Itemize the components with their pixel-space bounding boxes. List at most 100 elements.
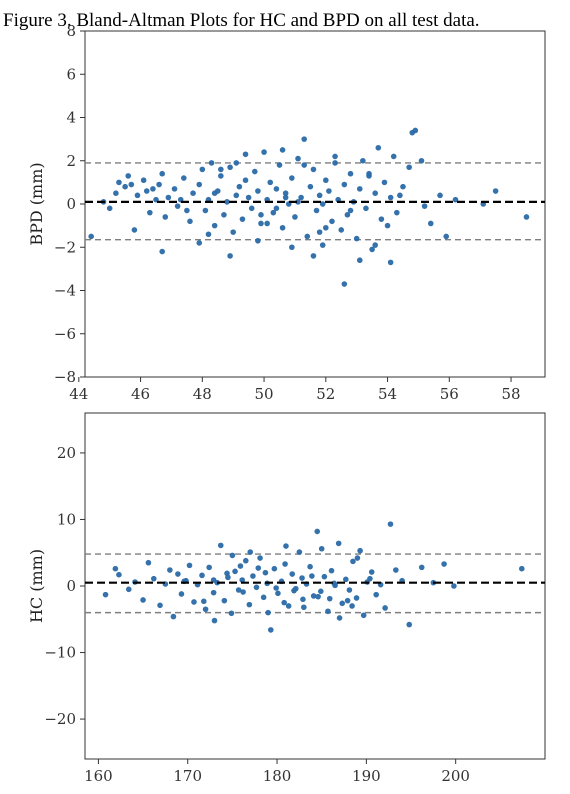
hc-data-point [157, 602, 163, 609]
hc-data-point [228, 610, 235, 617]
bpd-data-point [381, 179, 388, 186]
bpd-data-point [332, 160, 338, 166]
hc-data-point [116, 571, 122, 578]
bpd-data-point [251, 168, 258, 175]
bpd-y-tick-label: 2 [66, 152, 76, 170]
bpd-data-point [387, 194, 394, 201]
hc-data-point [140, 597, 146, 603]
bpd-data-point [236, 183, 243, 190]
bpd-data-point [134, 192, 141, 199]
bpd-x-tick-label: 56 [440, 385, 459, 403]
bpd-data-point [356, 186, 363, 192]
bpd-data-point [310, 253, 317, 259]
bpd-data-point [264, 220, 270, 227]
bpd-data-point [116, 179, 122, 186]
bpd-data-point [301, 136, 307, 142]
bpd-data-point [159, 248, 165, 255]
bpd-data-point [307, 183, 314, 190]
bpd-data-point [218, 166, 224, 173]
bpd-data-point [292, 214, 298, 220]
bpd-data-point [301, 162, 307, 168]
hc-data-point [307, 563, 313, 570]
bpd-data-point [360, 157, 366, 164]
bpd-data-point [261, 149, 267, 155]
hc-data-point [255, 565, 262, 571]
bpd-y-tick-label: −8 [54, 368, 76, 386]
hc-data-point [102, 591, 109, 598]
figure-title: Figure 3. Bland-Altman Plots for HC and … [3, 10, 480, 31]
hc-y-axis-label: HC (mm) [27, 549, 46, 623]
bpd-data-point [211, 222, 218, 229]
hc-data-point [202, 606, 209, 613]
bpd-data-point [184, 207, 190, 214]
hc-data-point [265, 609, 271, 616]
bpd-data-point [255, 237, 261, 244]
bpd-data-point [384, 222, 391, 229]
bpd-data-point [341, 281, 348, 287]
hc-data-point [191, 599, 197, 605]
bpd-data-point [171, 186, 178, 192]
hc-data-point [281, 599, 287, 606]
hc-y-tick-label: −10 [44, 644, 76, 662]
hc-data-point [273, 585, 279, 591]
hc-data-point [199, 572, 205, 579]
bpd-data-point [406, 164, 412, 171]
bpd-x-tick-label: 46 [131, 385, 150, 403]
bpd-data-point [113, 190, 119, 196]
hc-data-point [382, 605, 388, 611]
bpd-data-point [128, 181, 135, 188]
hc-data-point [441, 561, 447, 567]
bpd-data-point [106, 205, 113, 212]
hc-data-point [518, 565, 525, 572]
bpd-data-point [282, 194, 289, 201]
hc-y-tick-label: 10 [57, 510, 76, 528]
hc-data-point [318, 545, 325, 552]
hc-data-point [150, 575, 157, 582]
bpd-y-tick-label: −2 [54, 238, 76, 256]
hc-data-point [186, 562, 193, 569]
bpd-data-point [338, 227, 345, 233]
hc-x-tick-label: 200 [441, 767, 470, 785]
bpd-x-tick-label: 58 [501, 385, 520, 403]
bpd-data-point [427, 220, 434, 227]
bpd-data-point [326, 188, 332, 194]
hc-data-point [178, 591, 185, 597]
hc-data-point [418, 564, 425, 571]
bpd-data-point [387, 259, 394, 266]
bpd-data-point [298, 194, 304, 201]
hc-data-point [240, 589, 246, 595]
hc-data-point [346, 587, 353, 593]
hc-data-point [271, 565, 278, 572]
bpd-data-point [316, 229, 323, 235]
bpd-data-point [289, 244, 295, 251]
hc-data-point [237, 563, 244, 569]
bpd-data-point [390, 153, 397, 160]
hc-data-point [328, 567, 335, 574]
hc-data-point [315, 593, 321, 600]
hc-data-point [291, 587, 297, 594]
bpd-data-point [122, 183, 128, 190]
hc-data-point [242, 557, 249, 564]
bpd-data-point [279, 224, 286, 231]
bpd-data-point [323, 224, 329, 231]
bpd-data-point [412, 127, 419, 134]
hc-data-point [357, 547, 363, 554]
bpd-data-point [174, 203, 181, 209]
bpd-data-point [211, 190, 218, 196]
hc-data-point [260, 594, 267, 601]
bpd-data-point [356, 257, 363, 264]
bpd-data-point [400, 183, 406, 190]
hc-data-point [314, 528, 321, 535]
bpd-data-point [332, 153, 338, 160]
bpd-y-tick-label: 6 [66, 65, 76, 83]
hc-x-tick-label: 180 [263, 767, 292, 785]
bpd-data-point [523, 214, 530, 220]
bpd-x-tick-label: 48 [193, 385, 212, 403]
bpd-data-point [366, 170, 372, 177]
hc-data-point [253, 584, 260, 591]
hc-plot-frame [84, 412, 546, 760]
bpd-data-point [159, 170, 165, 177]
bpd-data-point [375, 144, 382, 151]
